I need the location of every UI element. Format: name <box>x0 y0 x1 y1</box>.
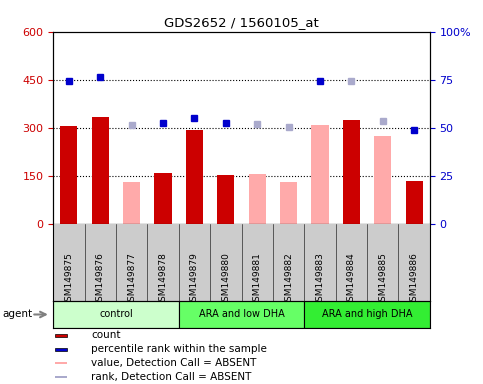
Text: value, Detection Call = ABSENT: value, Detection Call = ABSENT <box>91 358 256 368</box>
Title: GDS2652 / 1560105_at: GDS2652 / 1560105_at <box>164 16 319 29</box>
Bar <box>249 174 266 224</box>
Bar <box>312 125 328 224</box>
Bar <box>406 181 423 224</box>
Text: percentile rank within the sample: percentile rank within the sample <box>91 344 267 354</box>
Bar <box>217 175 234 224</box>
Text: ARA and low DHA: ARA and low DHA <box>199 310 284 319</box>
Bar <box>186 131 203 224</box>
Bar <box>374 136 391 224</box>
Bar <box>123 182 140 224</box>
Bar <box>304 301 430 328</box>
Bar <box>280 182 297 224</box>
Bar <box>56 362 67 364</box>
Bar <box>179 301 304 328</box>
Text: rank, Detection Call = ABSENT: rank, Detection Call = ABSENT <box>91 372 251 382</box>
Bar <box>56 376 67 378</box>
Bar <box>60 126 77 224</box>
Bar <box>53 301 179 328</box>
Text: count: count <box>91 330 120 340</box>
Bar <box>155 173 171 224</box>
Bar <box>92 117 109 224</box>
Bar <box>343 120 360 224</box>
Bar <box>56 348 67 351</box>
Text: ARA and high DHA: ARA and high DHA <box>322 310 412 319</box>
Bar <box>56 334 67 337</box>
Text: agent: agent <box>2 310 32 319</box>
Text: control: control <box>99 310 133 319</box>
